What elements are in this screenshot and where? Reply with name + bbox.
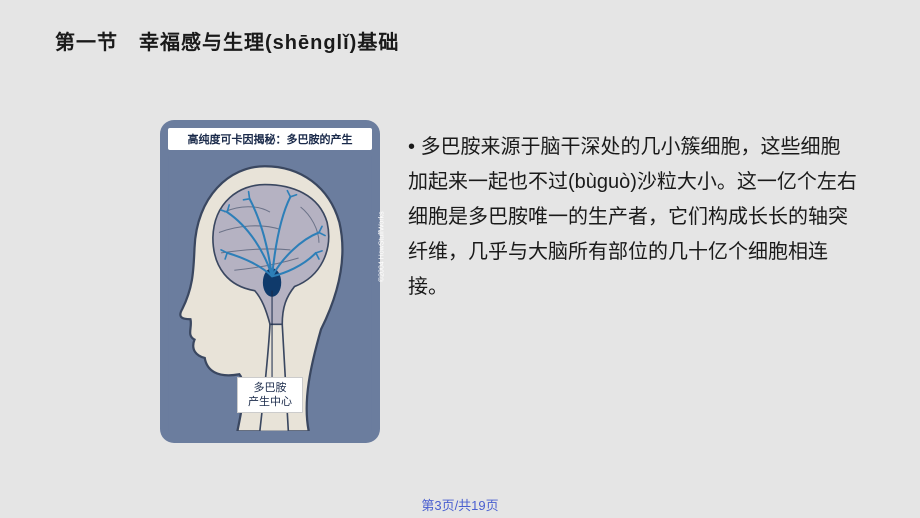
page-number: 第3页/共19页 <box>0 495 920 514</box>
figure-callout: 多巴胺 产生中心 <box>237 377 303 414</box>
callout-line1: 多巴胺 <box>248 381 292 395</box>
brain-figure-card: 高纯度可卡因揭秘：多巴胺的产生 ©2004 HowStuffWorks 多巴胺 <box>160 120 380 443</box>
title-pinyin: (shēnglǐ) <box>265 32 357 54</box>
body-paragraph: 多巴胺来源于脑干深处的几小簇细胞，这些细胞加起来一起也不过(bùguò)沙粒大小… <box>408 120 860 305</box>
callout-line2: 产生中心 <box>248 395 292 409</box>
figure-header: 高纯度可卡因揭秘：多巴胺的产生 <box>168 128 372 150</box>
title-suffix: 基础 <box>357 32 399 54</box>
content-row: 高纯度可卡因揭秘：多巴胺的产生 ©2004 HowStuffWorks 多巴胺 <box>160 120 860 443</box>
title-prefix: 第一节 幸福感与生理 <box>55 32 265 54</box>
slide-title: 第一节 幸福感与生理(shēnglǐ)基础 <box>55 26 399 55</box>
